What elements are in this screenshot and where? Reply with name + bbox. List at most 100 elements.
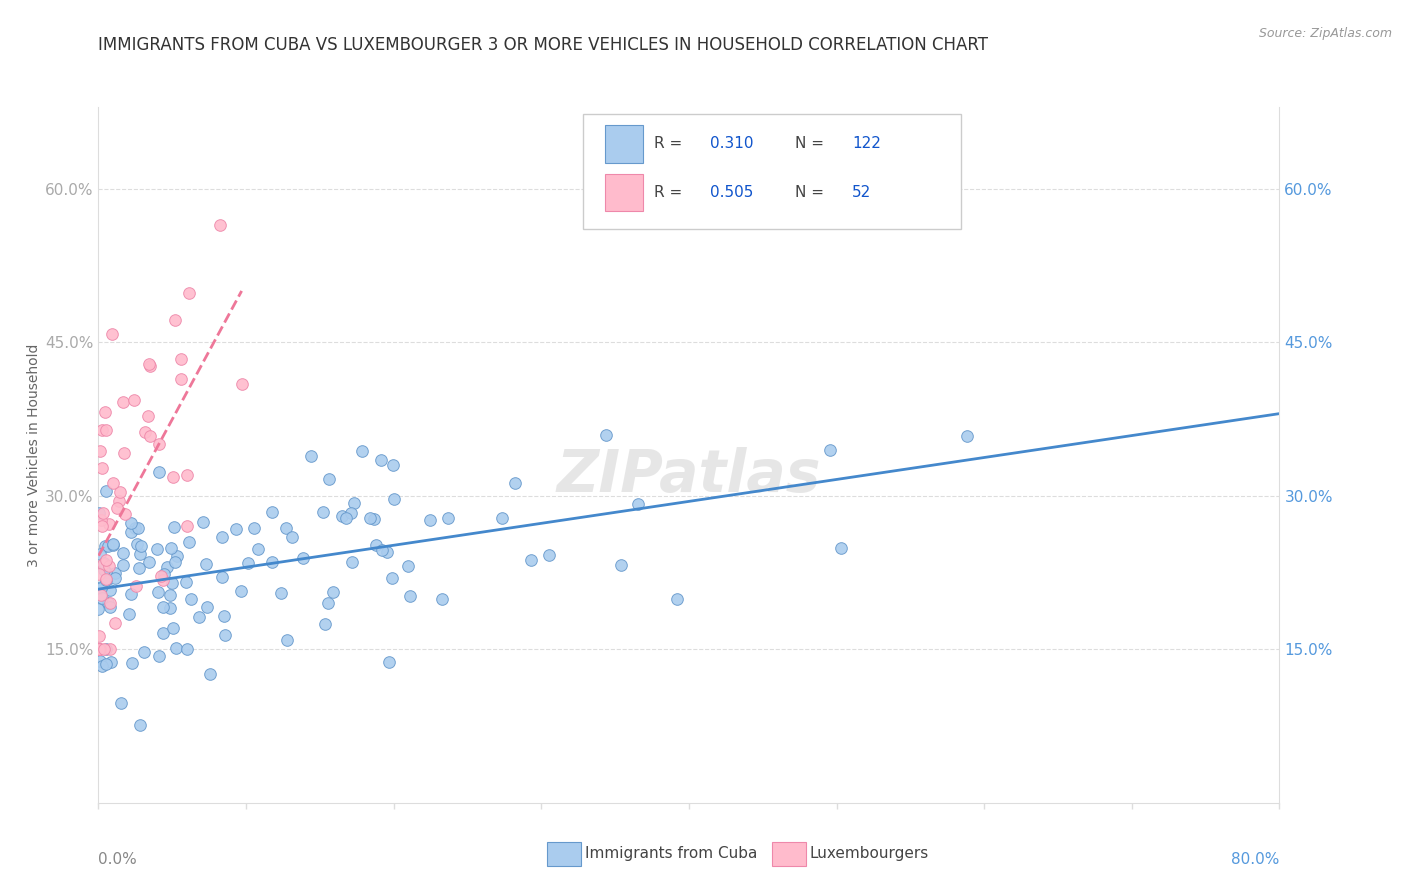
Point [148,465,170,479]
Point [93,642,115,657]
FancyBboxPatch shape [605,125,643,162]
Point [419,513,441,527]
Point [318,472,340,486]
Point [129,718,152,732]
Point [150,568,173,582]
Point [91,591,114,605]
Point [163,520,186,534]
Point [225,523,247,537]
Point [138,357,160,371]
Point [124,520,146,534]
Point [94,642,117,657]
Point [260,555,283,569]
Point [830,541,852,555]
Point [91,461,114,475]
Point [195,557,218,571]
Point [174,574,197,589]
Point [87,507,110,521]
Point [97,596,120,610]
Point [114,507,136,521]
Point [666,592,689,607]
Point [98,599,121,614]
Point [398,589,420,603]
Point [93,556,115,570]
Point [176,519,198,533]
Point [162,621,184,635]
Point [89,547,111,561]
Point [322,584,344,599]
Point [101,475,124,490]
Point [98,596,121,610]
Point [91,557,114,571]
FancyBboxPatch shape [605,174,643,211]
Point [121,656,143,670]
Point [112,546,135,560]
Point [246,542,269,557]
Point [371,543,394,558]
Point [378,655,401,669]
Point [152,573,174,587]
Text: 122: 122 [852,136,880,152]
Point [243,520,266,534]
Point [818,442,841,457]
Point [87,629,110,643]
Point [188,609,211,624]
Point [176,641,198,656]
Point [128,561,150,575]
Point [104,571,127,585]
Point [87,567,110,582]
Point [104,566,127,581]
Point [330,508,353,523]
Point [87,602,110,616]
Point [436,511,458,525]
Point [169,351,191,366]
Text: IMMIGRANTS FROM CUBA VS LUXEMBOURGER 3 OR MORE VEHICLES IN HOUSEHOLD CORRELATION: IMMIGRANTS FROM CUBA VS LUXEMBOURGER 3 O… [98,36,988,54]
Point [98,583,121,598]
Point [956,429,979,443]
Point [90,580,112,594]
Point [104,615,127,630]
Point [165,640,187,655]
Point [430,592,453,607]
Point [352,444,374,458]
Point [96,423,118,437]
Point [96,484,118,499]
Point [260,504,283,518]
Point [176,468,198,483]
Point [503,476,526,491]
Point [214,627,236,641]
Point [90,423,112,437]
Point [87,642,110,657]
Point [159,588,181,602]
Point [97,558,120,573]
Point [156,560,179,574]
Text: 0.0%: 0.0% [98,852,138,866]
Point [375,545,398,559]
Point [520,553,543,567]
Point [101,536,124,550]
Text: Immigrants from Cuba: Immigrants from Cuba [585,847,758,861]
Point [100,655,122,669]
Point [110,485,132,500]
Point [382,458,405,473]
Point [159,600,181,615]
Point [91,518,114,533]
Point [177,534,200,549]
Point [94,553,117,567]
Point [335,511,357,525]
Point [89,642,111,657]
Point [292,550,315,565]
Point [94,657,117,672]
Point [125,579,148,593]
Point [209,219,232,233]
Point [94,573,117,587]
Point [366,538,388,552]
Point [180,591,202,606]
Point [610,558,633,573]
Point [97,539,120,553]
Point [152,625,174,640]
Point [112,446,135,460]
Point [93,539,115,553]
Point [211,569,233,583]
Point [299,449,322,463]
